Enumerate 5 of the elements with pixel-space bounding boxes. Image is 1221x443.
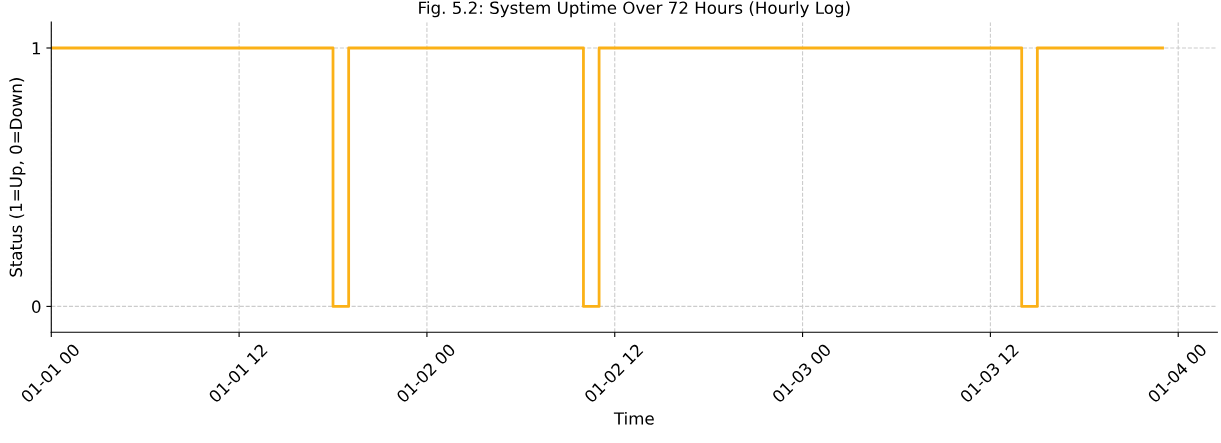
y-tick-label: 1 (32, 42, 41, 55)
x-axis-title: Time (613, 411, 654, 425)
chart-title: Fig. 5.2: System Uptime Over 72 Hours (Hourly Log) (419, 1, 850, 18)
y-tick-label: 0 (32, 300, 41, 313)
y-axis-title: Status (1=Up, 0=Down) (9, 78, 26, 277)
